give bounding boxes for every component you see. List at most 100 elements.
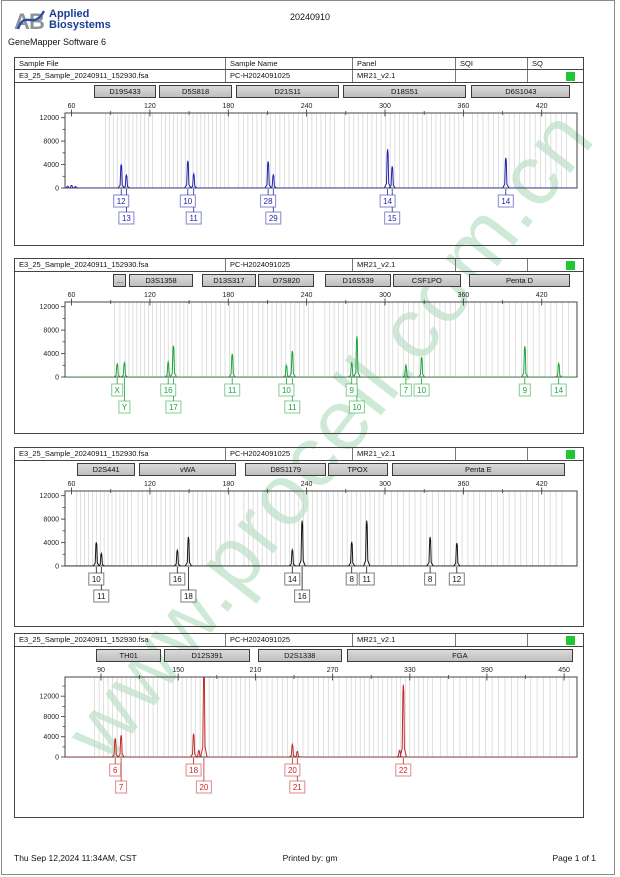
svg-text:90: 90 (97, 667, 105, 674)
y-axis: 0 4000 8000 12000 (40, 685, 65, 762)
svg-text:60: 60 (68, 292, 76, 299)
allele-call-label: 22 (399, 766, 408, 775)
sq-cell (528, 634, 583, 646)
allele-call-label: 21 (293, 783, 302, 792)
svg-text:4000: 4000 (43, 351, 59, 358)
trace-path (65, 677, 577, 757)
sq-status-indicator (566, 636, 575, 645)
allele-call-box (448, 572, 465, 586)
electropherogram-plot: 60 120 180 240 300 360 420 0 4000 8000 12000 12 13 10… (40, 103, 578, 225)
allele-call-box (165, 400, 182, 414)
marker-label-D7S820: D7S820 (258, 274, 315, 287)
marker-label-D19S433: D19S433 (93, 85, 157, 98)
svg-text:240: 240 (301, 103, 313, 110)
marker-row: ... D3S1358 D13S317 D7S820 D16S539 CSF1PO Pent… (15, 272, 583, 289)
allele-call-box (345, 383, 358, 397)
app-title: GeneMapper Software 6 (8, 37, 107, 47)
allele-call-box (160, 383, 177, 397)
allele-call-box (424, 572, 437, 586)
sample-info-row: E3_25_Sample_20240911_152930.fsa PC-H2024… (15, 70, 583, 83)
svg-text:360: 360 (458, 481, 470, 488)
marker-label-CSF1PO: CSF1PO (392, 274, 461, 287)
sample-cell: MR21_v2.1 (353, 448, 456, 460)
sample-cell: PC-H2024091025 (226, 448, 353, 460)
sample-cell: E3_25_Sample_20240911_152930.fsa (15, 634, 226, 646)
allele-call-label: 8 (349, 575, 354, 584)
allele-call-label: 12 (117, 197, 126, 206)
svg-text:360: 360 (458, 292, 470, 299)
allele-call-label: 10 (282, 386, 291, 395)
marker-label-amel: ... (113, 274, 127, 287)
allele-call-label: 14 (383, 197, 392, 206)
sample-cell: MR21_v2.1 (353, 259, 456, 271)
svg-text:150: 150 (172, 667, 184, 674)
marker-label-FGA: FGA (346, 649, 574, 662)
allele-call-label: 15 (388, 214, 397, 223)
svg-text:8000: 8000 (43, 714, 59, 721)
footer-timestamp: Thu Sep 12,2024 11:34AM, CST (14, 853, 137, 863)
allele-call-label: 10 (92, 575, 101, 584)
brand-line2: Biosystems (49, 19, 111, 31)
marker-label-TPOX: TPOX (327, 463, 388, 476)
allele-call-box (169, 572, 186, 586)
allele-call-label: 11 (288, 403, 297, 412)
allele-call-label: X (115, 386, 121, 395)
column-header-sample-name: Sample Name (226, 58, 353, 69)
allele-call-box (118, 400, 131, 414)
sample-cell: MR21_v2.1 (353, 70, 456, 82)
svg-text:420: 420 (536, 292, 548, 299)
allele-call-box (185, 211, 202, 225)
trace-path (65, 336, 577, 377)
svg-text:60: 60 (68, 481, 76, 488)
sample-table-header: Sample File Sample Name Panel SQI SQ (15, 58, 583, 70)
svg-text:4000: 4000 (43, 734, 59, 741)
sample-info-row: E3_25_Sample_20240911_152930.fsa PC-H2024… (15, 634, 583, 647)
allele-call-label: 9 (349, 386, 354, 395)
y-axis: 0 4000 8000 12000 (40, 115, 65, 193)
x-axis: 60 120 180 240 300 360 420 (68, 103, 548, 117)
allele-call-label: 10 (417, 386, 426, 395)
marker-label-D12S391: D12S391 (164, 649, 251, 662)
marker-label-TH01: TH01 (95, 649, 162, 662)
allele-call-label: 28 (264, 197, 273, 206)
marker-row: TH01 D12S391 D2S1338 FGA (15, 647, 583, 664)
footer-page-number: Page 1 of 1 (552, 853, 596, 863)
brand-line1: Applied (49, 8, 90, 20)
marker-label-D8S1179: D8S1179 (245, 463, 327, 476)
svg-text:330: 330 (404, 667, 416, 674)
allele-call-label: 29 (269, 214, 278, 223)
allele-call-label: 10 (352, 403, 361, 412)
sample-cell (456, 70, 528, 82)
sample-cell: E3_25_Sample_20240911_152930.fsa (15, 259, 226, 271)
svg-text:180: 180 (222, 103, 234, 110)
marker-label-D2S1338: D2S1338 (258, 649, 342, 662)
x-axis: 60 120 180 240 300 360 420 (68, 481, 548, 495)
allele-call-box (195, 780, 212, 794)
allele-call-box (294, 589, 311, 603)
svg-text:210: 210 (250, 667, 262, 674)
bin-lines (105, 113, 567, 188)
sample-info-row: E3_25_Sample_20240911_152930.fsa PC-H2024… (15, 448, 583, 461)
dye-panel-blue: Sample File Sample Name Panel SQI SQ E3_25_Sa… (14, 57, 584, 246)
svg-text:180: 180 (222, 481, 234, 488)
electropherogram-plot: 90 150 210 270 330 390 45004000800012000671820… (40, 667, 578, 794)
sq-status-indicator (566, 450, 575, 459)
svg-text:270: 270 (327, 667, 339, 674)
allele-call-box (384, 211, 401, 225)
dye-panel-green: E3_25_Sample_20240911_152930.fsa PC-H2024… (14, 258, 584, 434)
marker-label-D3S1358: D3S1358 (129, 274, 193, 287)
marker-label-D6S1043: D6S1043 (471, 85, 571, 98)
marker-label-D21S11: D21S11 (236, 85, 340, 98)
sample-cell: PC-H2024091025 (226, 634, 353, 646)
allele-call-label: 7 (404, 386, 409, 395)
allele-call-box (413, 383, 430, 397)
allele-call-box (395, 763, 412, 777)
allele-call-label: Y (122, 403, 128, 412)
plot-frame (64, 676, 578, 758)
footer-printed-by: Printed by: gm (282, 853, 338, 863)
allele-call-boxes: XY 16 17 11 10 11 9 10 7 10 9 14 (111, 383, 567, 414)
svg-text:0: 0 (55, 186, 59, 193)
allele-call-box (379, 194, 396, 208)
svg-text:240: 240 (301, 292, 313, 299)
trace-path (65, 149, 577, 188)
